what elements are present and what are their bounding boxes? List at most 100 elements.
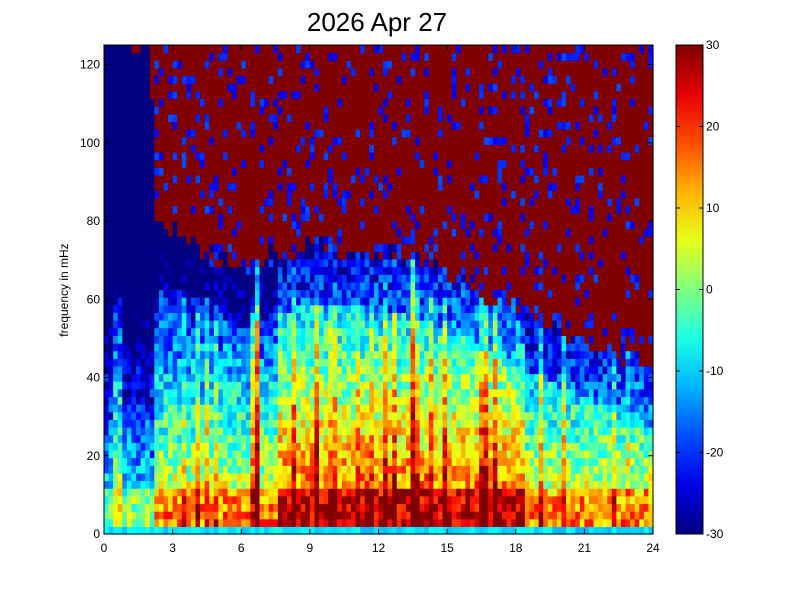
heatmap-cell: [410, 197, 416, 207]
heatmap-cell: [245, 174, 251, 184]
heatmap-cell: [241, 136, 247, 145]
heatmap-cell: [245, 350, 251, 359]
heatmap-cell: [341, 182, 348, 191]
heatmap-cell: [277, 373, 284, 382]
heatmap-cell: [108, 129, 114, 138]
heatmap-cell: [314, 373, 320, 382]
heatmap-cell: [378, 411, 384, 420]
heatmap-cell: [369, 434, 375, 443]
heatmap-cell: [410, 472, 416, 482]
heatmap-cell: [424, 526, 430, 535]
heatmap-cell: [451, 503, 457, 512]
heatmap-cell: [392, 434, 398, 443]
heatmap-cell: [428, 396, 434, 405]
heatmap-cell: [305, 151, 311, 161]
heatmap-cell: [172, 480, 178, 489]
heatmap-cell: [415, 197, 421, 207]
heatmap-cell: [236, 358, 242, 367]
heatmap-cell: [232, 434, 238, 443]
heatmap-cell: [145, 396, 151, 405]
heatmap-cell: [209, 220, 215, 229]
heatmap-cell: [332, 121, 338, 130]
heatmap-cell: [222, 518, 229, 527]
heatmap-cell: [108, 503, 114, 512]
heatmap-cell: [346, 427, 352, 436]
heatmap-cell: [195, 83, 201, 92]
heatmap-cell: [287, 327, 293, 336]
heatmap-cell: [222, 396, 229, 405]
heatmap-cell: [131, 526, 137, 535]
heatmap-cell: [277, 518, 284, 527]
heatmap-cell: [158, 274, 165, 283]
heatmap-cell: [190, 243, 197, 252]
heatmap-cell: [145, 151, 151, 161]
heatmap-cell: [181, 457, 187, 466]
heatmap-cell: [314, 327, 320, 336]
heatmap-cell: [291, 251, 297, 260]
heatmap-cell: [259, 465, 265, 474]
heatmap-cell: [264, 159, 270, 168]
heatmap-cell: [392, 304, 398, 314]
heatmap-cell: [117, 266, 123, 275]
heatmap-cell: [241, 281, 247, 291]
heatmap-cell: [200, 251, 206, 260]
heatmap-cell: [213, 83, 219, 92]
heatmap-cell: [355, 83, 361, 92]
heatmap-cell: [364, 121, 370, 130]
heatmap-cell: [113, 335, 119, 344]
heatmap-cell: [332, 335, 338, 344]
heatmap-cell: [328, 350, 334, 359]
heatmap-cell: [332, 518, 338, 527]
heatmap-cell: [145, 121, 151, 130]
heatmap-cell: [200, 98, 206, 107]
heatmap-cell: [227, 190, 233, 199]
heatmap-cell: [378, 167, 384, 176]
heatmap-cell: [319, 90, 325, 100]
heatmap-cell: [195, 457, 201, 466]
heatmap-cell: [218, 457, 224, 466]
heatmap-cell: [168, 465, 174, 474]
heatmap-cell: [378, 144, 384, 153]
heatmap-cell: [273, 205, 279, 214]
heatmap-cell: [373, 174, 380, 184]
heatmap-cell: [190, 465, 197, 474]
heatmap-cell: [104, 90, 110, 100]
heatmap-cell: [104, 98, 110, 107]
heatmap-cell: [296, 427, 302, 436]
heatmap-cell: [369, 60, 375, 69]
heatmap-cell: [209, 144, 215, 153]
heatmap-cell: [351, 442, 357, 451]
heatmap-cell: [428, 228, 434, 237]
heatmap-cell: [113, 327, 119, 336]
heatmap-cell: [319, 312, 325, 321]
heatmap-cell: [369, 419, 375, 428]
heatmap-cell: [245, 511, 251, 520]
heatmap-cell: [355, 488, 361, 497]
heatmap-cell: [364, 327, 370, 336]
heatmap-cell: [392, 495, 398, 505]
heatmap-cell: [314, 442, 320, 451]
heatmap-cell: [213, 449, 219, 459]
heatmap-cell: [241, 457, 247, 466]
heatmap-cell: [378, 518, 384, 527]
heatmap-cell: [383, 327, 389, 336]
heatmap-cell: [186, 243, 192, 252]
heatmap-cell: [268, 488, 274, 497]
heatmap-cell: [117, 258, 123, 268]
heatmap-cell: [268, 289, 274, 298]
heatmap-cell: [309, 488, 316, 497]
heatmap-cell: [287, 419, 293, 428]
heatmap-cell: [300, 144, 306, 153]
heatmap-cell: [282, 289, 288, 298]
heatmap-cell: [282, 190, 288, 199]
heatmap-cell: [424, 442, 430, 451]
heatmap-cell: [364, 90, 370, 100]
heatmap-cell: [447, 312, 453, 321]
heatmap-cell: [346, 159, 352, 168]
heatmap-cell: [296, 388, 302, 398]
heatmap-cell: [360, 404, 366, 413]
heatmap-cell: [360, 427, 366, 436]
heatmap-cell: [126, 342, 133, 352]
heatmap-cell: [181, 220, 187, 229]
heatmap-cell: [419, 60, 425, 69]
